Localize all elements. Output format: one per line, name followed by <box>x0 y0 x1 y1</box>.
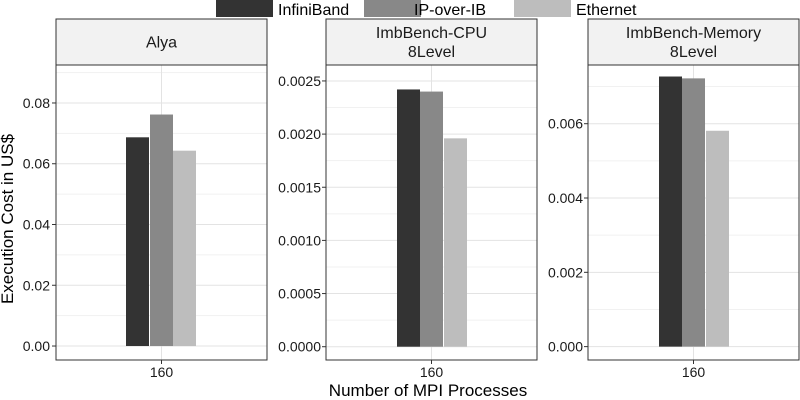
bar-infiniband <box>126 137 149 347</box>
bar-ethernet <box>173 150 196 347</box>
panel-strip <box>587 18 800 66</box>
panel-title-line: ImbBench-Memory <box>626 25 761 42</box>
y-tick-label: 0.02 <box>23 277 50 293</box>
legend-label-2: Ethernet <box>576 2 637 19</box>
panel-2: ImbBench-Memory 8Level 0.000 0.002 0.004 0.00… <box>548 18 800 380</box>
x-tick-label: 160 <box>682 364 706 380</box>
legend-key-1 <box>364 0 421 17</box>
legend-label-0: InfiniBand <box>278 2 349 19</box>
legend: InfiniBand IP-over-IB Ethernet <box>216 0 637 19</box>
y-tick-label: 0.006 <box>548 116 583 132</box>
y-tick-label: 0.04 <box>23 217 50 233</box>
panel-strip <box>55 18 268 66</box>
legend-key-0 <box>216 0 273 17</box>
x-axis-title: Number of MPI Processes <box>329 381 527 400</box>
panel-title-line: 8Level <box>408 44 455 61</box>
y-tick-label: 0.00 <box>23 338 50 354</box>
y-tick-label: 0.08 <box>23 95 50 111</box>
legend-label-1: IP-over-IB <box>414 2 486 19</box>
y-tick-label: 0.004 <box>548 190 583 206</box>
panel-title-line: ImbBench-CPU <box>376 25 487 42</box>
legend-key-2 <box>514 0 571 17</box>
y-tick-label: 0.0010 <box>278 232 321 248</box>
bar-infiniband <box>397 89 420 347</box>
y-tick-label: 0.000 <box>548 339 583 355</box>
panel-1: ImbBench-CPU 8Level 0.0000 0.0005 0.0010 0.00… <box>278 18 538 380</box>
bar-ip-over-ib <box>420 91 443 347</box>
panel-0: Alya 0.00 0.02 0.04 0.06 0.08 160 <box>23 18 268 380</box>
y-tick-label: 0.0025 <box>278 73 321 89</box>
x-tick-label: 160 <box>420 364 444 380</box>
y-tick-label: 0.0000 <box>278 339 321 355</box>
bar-ethernet <box>444 138 467 347</box>
y-axis-title: Execution Cost in US$ <box>0 133 17 304</box>
bar-infiniband <box>659 76 682 347</box>
facet-panels: Alya 0.00 0.02 0.04 0.06 0.08 160 ImbBench-CPU 8… <box>23 18 800 380</box>
y-tick-label: 0.002 <box>548 264 583 280</box>
y-tick-label: 0.0015 <box>278 179 321 195</box>
panel-title-line: 8Level <box>670 44 717 61</box>
x-tick-label: 160 <box>150 364 174 380</box>
y-tick-label: 0.0020 <box>278 126 321 142</box>
panel-title-line: Alya <box>146 35 177 52</box>
y-tick-label: 0.06 <box>23 156 50 172</box>
y-tick-label: 0.0005 <box>278 286 321 302</box>
panel-strip <box>325 18 538 66</box>
bar-ip-over-ib <box>150 114 173 347</box>
bar-ip-over-ib <box>682 78 705 347</box>
bar-ethernet <box>706 130 729 347</box>
